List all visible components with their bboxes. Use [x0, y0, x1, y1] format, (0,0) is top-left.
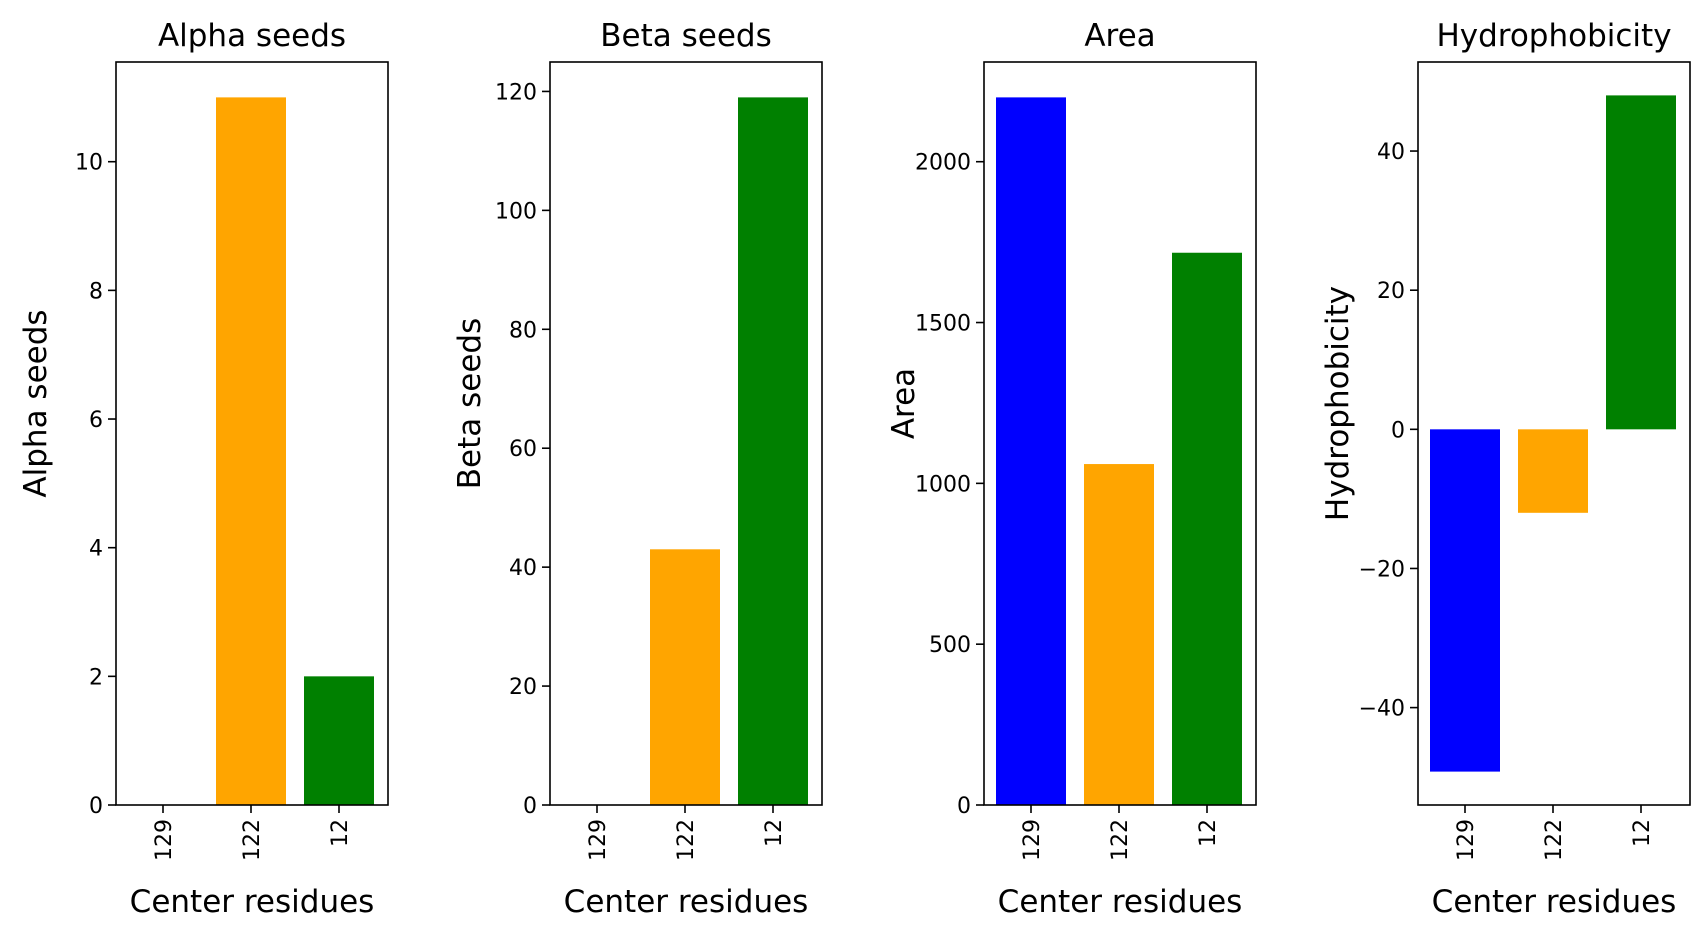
y-tick-label: 40: [509, 556, 537, 581]
y-tick-label: 60: [509, 437, 537, 462]
y-tick-label: 0: [957, 794, 971, 819]
bar-122: [216, 97, 286, 805]
x-axis-label: Center residues: [564, 884, 809, 920]
bar-129: [996, 97, 1066, 805]
y-tick-label: 1500: [915, 312, 971, 337]
y-tick-label: 1000: [915, 472, 971, 497]
x-axis-label: Center residues: [130, 884, 375, 920]
plot-frame: [983, 61, 1257, 806]
y-axis-label: Area: [886, 368, 922, 439]
chart-panel-2: 0 20 40 60 80 100 120 129 122 12 Beta seeds Center …: [452, 18, 823, 920]
x-tick-label: 122: [674, 819, 699, 861]
chart-panel-3: 0 500 1000 1500 2000 129 122 12 Area Center resid…: [886, 18, 1257, 920]
y-tick-label: 20: [509, 675, 537, 700]
y-axis-label: Beta seeds: [452, 318, 488, 489]
x-tick-label: 129: [152, 819, 177, 861]
y-tick-label: 0: [1391, 418, 1405, 443]
x-tick-label: 12: [1630, 819, 1655, 847]
x-axis-label: Center residues: [1432, 884, 1677, 920]
plot-frame: [1417, 61, 1691, 806]
y-tick-label: 8: [89, 279, 103, 304]
x-tick-label: 129: [1454, 819, 1479, 861]
chart-panel-1: 0 2 4 6 8 10 129 122 12 Alpha seeds Center residue…: [18, 18, 389, 920]
x-tick-label: 122: [240, 819, 265, 861]
x-tick-label: 12: [762, 819, 787, 847]
x-tick-label: 12: [1196, 819, 1221, 847]
x-tick-label: 122: [1542, 819, 1567, 861]
chart-title: Alpha seeds: [158, 18, 346, 54]
bar-12: [304, 676, 374, 805]
x-axis-label: Center residues: [998, 884, 1243, 920]
y-tick-label: 40: [1377, 140, 1405, 165]
y-tick-label: 100: [495, 199, 537, 224]
bar-129: [1430, 429, 1500, 772]
bar-12: [1172, 252, 1242, 806]
bar-122: [1518, 429, 1588, 513]
bar-12: [738, 97, 808, 805]
y-axis-label: Alpha seeds: [18, 309, 54, 497]
bar-122: [650, 549, 720, 805]
plot-frame: [115, 61, 389, 806]
x-tick-label: 122: [1108, 819, 1133, 861]
x-tick-label: 129: [586, 819, 611, 861]
x-tick-label: 129: [1020, 819, 1045, 861]
plot-frame: [549, 61, 823, 806]
y-tick-label: 6: [89, 408, 103, 433]
y-tick-label: 2: [89, 665, 103, 690]
bar-122: [1084, 464, 1154, 805]
y-tick-label: 4: [89, 537, 103, 562]
y-tick-label: −40: [1359, 697, 1405, 722]
y-tick-label: 0: [523, 794, 537, 819]
y-tick-label: 2000: [915, 151, 971, 176]
y-tick-label: 120: [495, 80, 537, 105]
y-tick-label: 500: [929, 633, 971, 658]
y-tick-label: 20: [1377, 279, 1405, 304]
chart-title: Hydrophobicity: [1436, 18, 1671, 54]
y-tick-label: −20: [1359, 557, 1405, 582]
y-tick-label: 10: [75, 151, 103, 176]
y-tick-label: 0: [89, 794, 103, 819]
y-tick-label: 80: [509, 318, 537, 343]
x-tick-label: 12: [328, 819, 353, 847]
chart-title: Beta seeds: [600, 18, 771, 54]
bar-12: [1606, 95, 1676, 430]
chart-panel-4: −40 −20 0 20 40 129 122 12 Hydrophobicity Center …: [1320, 18, 1691, 920]
chart-title: Area: [1084, 18, 1155, 54]
y-axis-label: Hydrophobicity: [1320, 286, 1356, 521]
